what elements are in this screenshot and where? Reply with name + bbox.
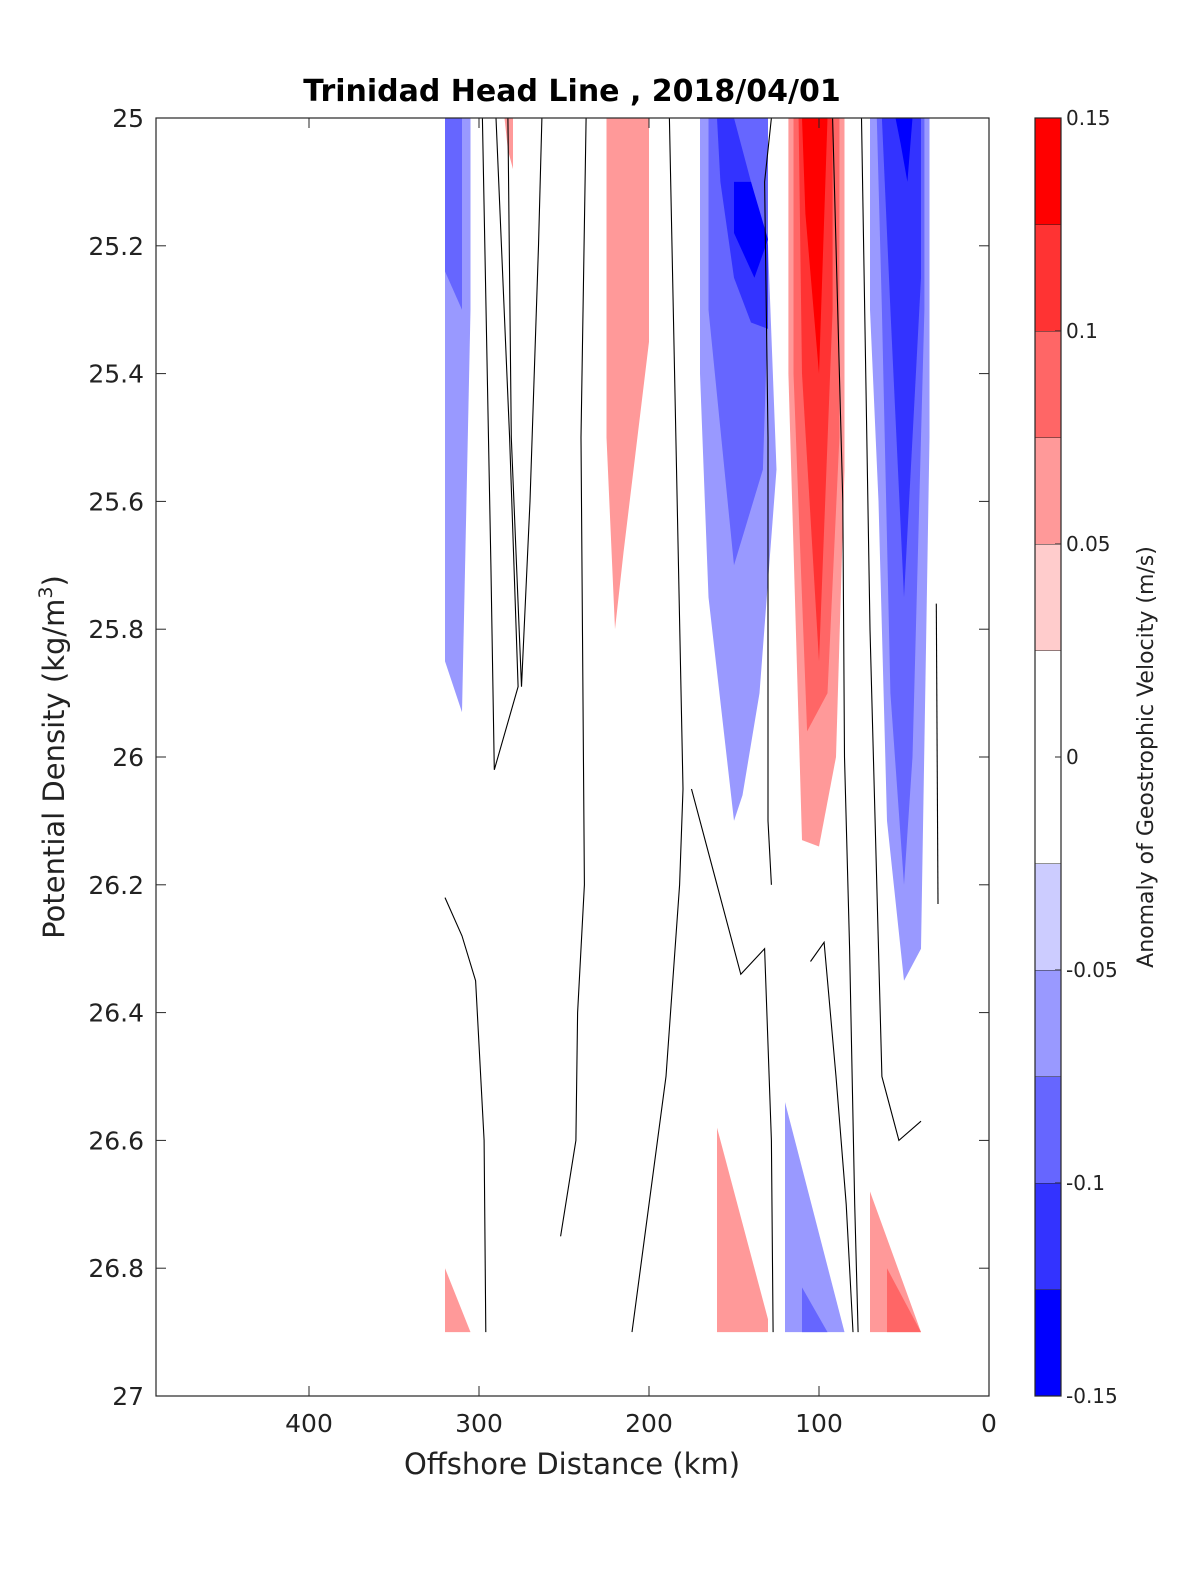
y-tick-label-4: 25.8 bbox=[88, 615, 144, 644]
y-tick-label-5: 26 bbox=[112, 743, 144, 772]
colorbar-title: Anomaly of Geostrophic Velocity (m/s) bbox=[1134, 546, 1159, 968]
velocity-region-18 bbox=[785, 1102, 845, 1333]
y-tick-label-3: 25.6 bbox=[88, 487, 144, 516]
colorbar-segments bbox=[1035, 117, 1061, 1396]
x-tick-label-0: 400 bbox=[285, 1409, 333, 1438]
colorbar-segment-10 bbox=[1035, 118, 1061, 225]
y-tick-label-9: 26.8 bbox=[88, 1254, 144, 1283]
velocity-region-16 bbox=[895, 118, 913, 182]
colorbar-segment-4 bbox=[1035, 863, 1061, 970]
plot-area bbox=[156, 117, 989, 1396]
zero-contour-0 bbox=[481, 117, 519, 770]
x-tick-label-3: 100 bbox=[795, 1409, 843, 1438]
zero-contour-4 bbox=[690, 788, 774, 1333]
zero-contour-1 bbox=[507, 117, 543, 687]
y-axis-label: Potential Density (kg/m3) bbox=[35, 575, 71, 939]
colorbar-segment-9 bbox=[1035, 224, 1061, 331]
y-axis-label-exponent: 3 bbox=[35, 586, 57, 598]
x-tick-label-1: 300 bbox=[455, 1409, 503, 1438]
colorbar-segment-1 bbox=[1035, 1183, 1061, 1290]
y-tick-label-2: 25.4 bbox=[88, 360, 144, 389]
y-tick-label-1: 25.2 bbox=[88, 232, 144, 261]
colorbar-tick-label-6: -0.15 bbox=[1066, 1384, 1118, 1408]
x-axis-ticks: 400 300 200 100 0 bbox=[285, 118, 997, 1438]
colorbar-segment-6 bbox=[1035, 544, 1061, 651]
colorbar-ticks: 0.15 0.1 0.05 0 -0.05 -0.1 -0.15 bbox=[1055, 106, 1118, 1408]
colorbar-segment-0 bbox=[1035, 1289, 1061, 1396]
x-tick-label-2: 200 bbox=[625, 1409, 673, 1438]
colorbar-segment-7 bbox=[1035, 437, 1061, 544]
zero-contours bbox=[444, 117, 939, 1333]
zero-contour-5 bbox=[764, 117, 772, 885]
colorbar-segment-8 bbox=[1035, 331, 1061, 438]
velocity-region-20 bbox=[870, 1191, 921, 1333]
filled-regions bbox=[445, 118, 930, 1333]
velocity-region-12 bbox=[805, 118, 825, 182]
zero-contour-6 bbox=[832, 117, 859, 1333]
colorbar-segment-3 bbox=[1035, 970, 1061, 1077]
colorbar-tick-label-3: 0 bbox=[1066, 745, 1079, 769]
zero-contour-2 bbox=[560, 117, 587, 1237]
x-tick-label-4: 0 bbox=[981, 1409, 997, 1438]
velocity-region-11 bbox=[802, 118, 828, 374]
y-tick-label-8: 26.6 bbox=[88, 1126, 144, 1155]
zero-contour-3 bbox=[631, 117, 684, 1333]
y-tick-label-6: 26.2 bbox=[88, 871, 144, 900]
velocity-region-1 bbox=[445, 118, 462, 310]
velocity-region-10 bbox=[798, 118, 833, 662]
colorbar-tick-label-4: -0.05 bbox=[1066, 958, 1118, 982]
velocity-region-17 bbox=[717, 1127, 768, 1333]
chart-title: Trinidad Head Line , 2018/04/01 bbox=[303, 74, 840, 109]
y-tick-label-10: 27 bbox=[112, 1382, 144, 1411]
velocity-region-15 bbox=[881, 118, 921, 598]
y-axis-label-main: Potential Density (kg/m bbox=[37, 599, 71, 939]
y-tick-label-0: 25 bbox=[112, 104, 144, 133]
velocity-region-21 bbox=[887, 1268, 921, 1333]
velocity-region-7 bbox=[734, 181, 768, 278]
x-axis-label: Offshore Distance (km) bbox=[404, 1447, 740, 1481]
colorbar-tick-label-2: 0.05 bbox=[1066, 532, 1111, 556]
colorbar-segment-2 bbox=[1035, 1076, 1061, 1183]
y-axis-ticks: 25 25.2 25.4 25.6 25.8 26 26.2 26.4 26.6 26.8 27 bbox=[88, 104, 989, 1411]
y-axis-label-tail: ) bbox=[37, 575, 71, 586]
velocity-region-2 bbox=[504, 118, 513, 170]
velocity-region-3 bbox=[606, 118, 649, 630]
velocity-region-19 bbox=[802, 1287, 828, 1333]
zero-contour-8 bbox=[860, 117, 922, 1142]
zero-contour-7 bbox=[810, 940, 854, 1333]
zero-contour-9 bbox=[935, 603, 939, 905]
y-tick-label-7: 26.4 bbox=[88, 999, 144, 1028]
colorbar: 0.15 0.1 0.05 0 -0.05 -0.1 -0.15 Anomaly of Ge… bbox=[1034, 106, 1159, 1408]
colorbar-tick-label-0: 0.15 bbox=[1066, 106, 1111, 130]
velocity-region-22 bbox=[445, 1268, 471, 1333]
zero-contour-10 bbox=[444, 897, 487, 1333]
colorbar-tick-label-5: -0.1 bbox=[1066, 1171, 1105, 1195]
colorbar-tick-label-1: 0.1 bbox=[1066, 319, 1098, 343]
